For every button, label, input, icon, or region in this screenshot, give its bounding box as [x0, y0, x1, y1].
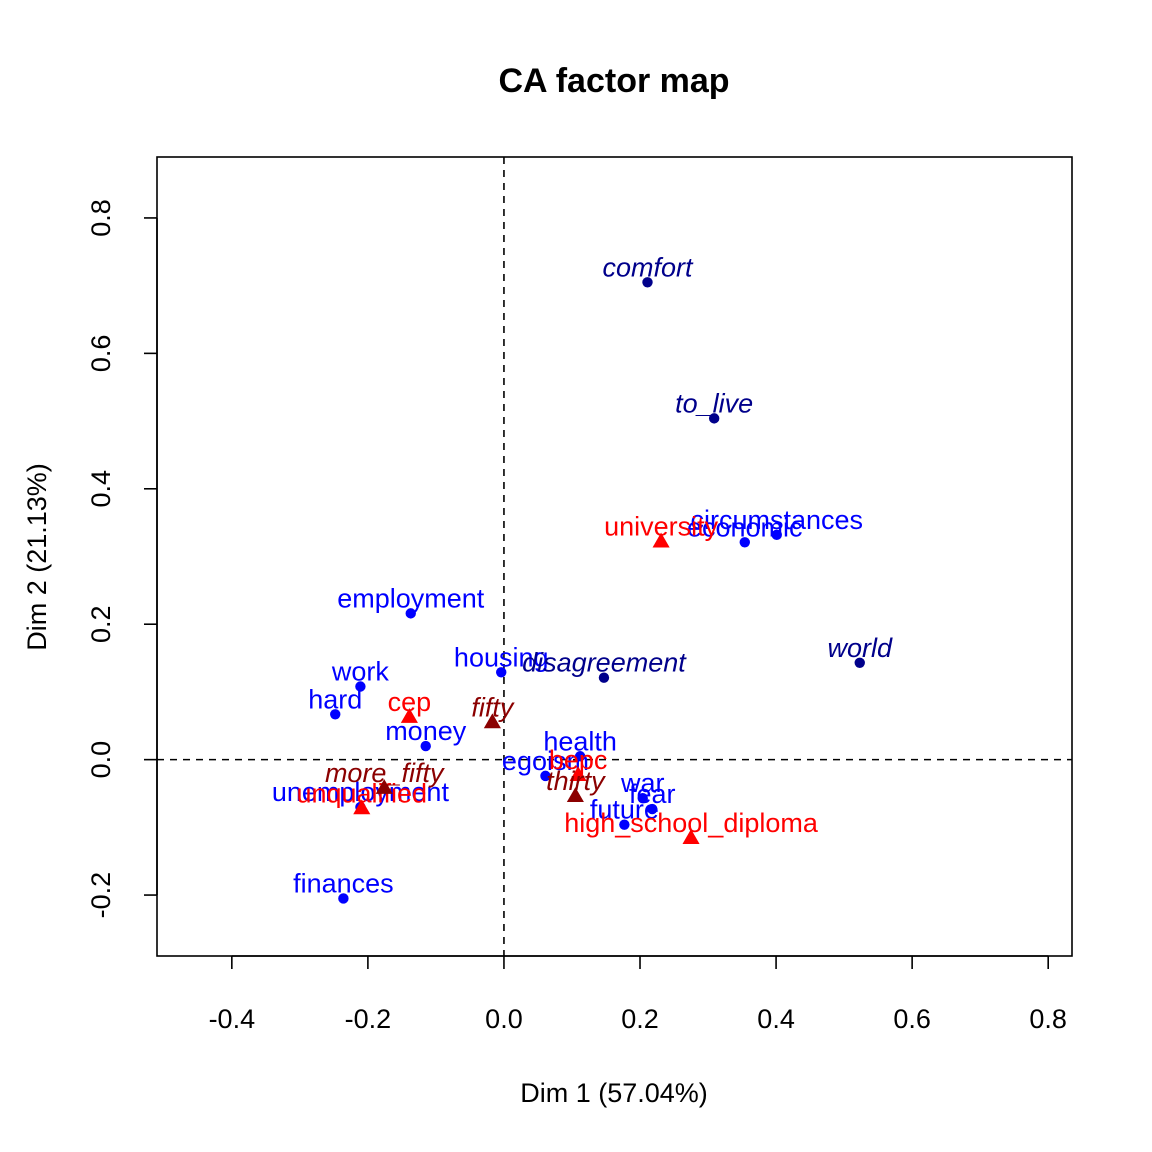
- point-label: thirty: [546, 766, 606, 796]
- point-label: disagreement: [522, 648, 687, 678]
- y-tick-label: 0.2: [86, 605, 116, 643]
- point-marker: [400, 707, 418, 723]
- point-marker: [540, 770, 551, 782]
- point-marker: [405, 608, 416, 619]
- point-label: health: [543, 726, 617, 756]
- point-label: egoism: [502, 746, 589, 776]
- point-marker: [619, 819, 630, 830]
- point-marker: [652, 532, 670, 548]
- point-label: to_live: [675, 388, 753, 418]
- point-label: hard: [308, 684, 362, 714]
- point-label: comfort: [602, 252, 694, 282]
- point-label: high_school_diploma: [564, 808, 819, 838]
- point-marker: [420, 740, 431, 752]
- point-marker: [483, 713, 501, 729]
- point-marker: [355, 681, 366, 692]
- y-tick-label: -0.2: [86, 872, 116, 919]
- point-label: economic: [687, 512, 803, 542]
- x-tick-label: 0.0: [485, 1004, 523, 1034]
- y-axis-title: Dim 2 (21.13%): [22, 463, 52, 651]
- point-label: money: [385, 716, 467, 746]
- point-label: employment: [337, 583, 485, 613]
- y-tick-label: 0.4: [86, 470, 116, 508]
- point-label: cep: [388, 687, 432, 717]
- point-marker: [569, 766, 587, 782]
- point-marker: [496, 667, 507, 678]
- x-tick-label: 0.6: [893, 1004, 931, 1034]
- point-label: fear: [629, 779, 676, 809]
- point-marker: [854, 657, 865, 669]
- point-label: university: [604, 512, 719, 542]
- x-axis-title: Dim 1 (57.04%): [520, 1078, 708, 1108]
- point-label: war: [620, 768, 665, 798]
- x-tick-label: 0.2: [621, 1004, 659, 1034]
- point-marker: [771, 529, 782, 541]
- point-marker: [739, 537, 750, 548]
- point-label: circumstances: [690, 505, 863, 535]
- point-label: finances: [293, 868, 394, 898]
- point-label: work: [331, 657, 390, 687]
- point-marker: [647, 803, 658, 815]
- x-tick-label: -0.4: [209, 1004, 256, 1034]
- point-marker: [708, 413, 720, 424]
- point-marker: [375, 779, 393, 794]
- point-marker: [598, 672, 610, 683]
- point-marker: [330, 709, 341, 720]
- point-label: fifty: [471, 692, 515, 722]
- point-marker: [682, 829, 700, 845]
- point-marker: [338, 893, 349, 904]
- point-label: bepc: [549, 745, 608, 775]
- chart-title: CA factor map: [498, 62, 729, 100]
- point-label: world: [827, 633, 893, 663]
- x-tick-label: 0.4: [757, 1004, 795, 1034]
- y-tick-label: 0.6: [86, 335, 116, 373]
- point-marker: [353, 799, 371, 815]
- x-tick-label: -0.2: [345, 1004, 392, 1034]
- point-label: unqualified: [296, 778, 427, 808]
- point-label: more_fifty: [325, 758, 445, 788]
- point-marker: [566, 787, 584, 803]
- point-label: future: [590, 795, 659, 825]
- plot-area: -0.4 -0.2 0.0 0.2 0.4 0.6 0.8 -0.2 0.0 0.2 0.4 0.6 0…: [86, 156, 1073, 1034]
- y-tick-label: 0.8: [86, 199, 116, 237]
- point-marker: [574, 751, 586, 762]
- x-tick-label: 0.8: [1029, 1004, 1067, 1034]
- point-marker: [637, 793, 648, 804]
- y-tick-label: 0.0: [86, 741, 116, 779]
- point-marker: [642, 277, 653, 288]
- point-label: housing: [454, 642, 549, 672]
